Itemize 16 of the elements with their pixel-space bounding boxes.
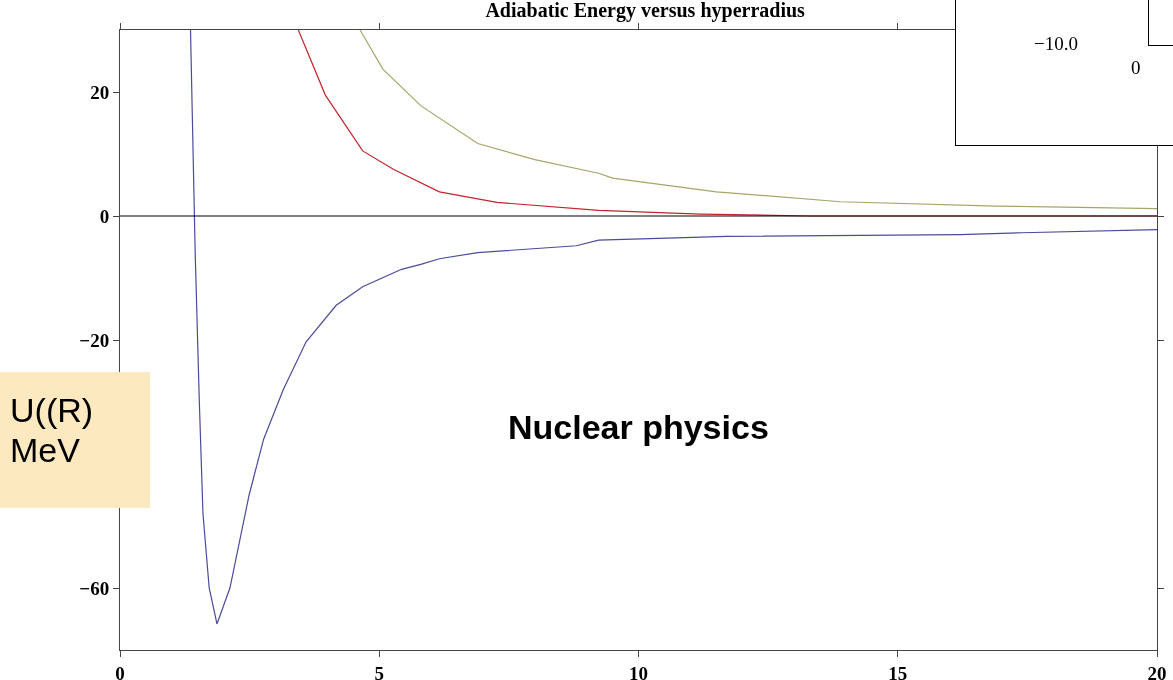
y-tick-label: −20 xyxy=(79,329,110,351)
chart-title: Adiabatic Energy versus hyperradius xyxy=(485,0,806,23)
annotation: 0 xyxy=(1131,57,1141,79)
y-axis-title: U((R) MeV xyxy=(0,372,150,508)
annotation: −10.0 xyxy=(1034,33,1078,55)
y-tick-label: −60 xyxy=(79,577,110,599)
x-tick-label: 5 xyxy=(374,662,384,680)
x-tick-label: 10 xyxy=(629,662,648,680)
annotation: Nuclear physics xyxy=(508,408,769,446)
x-tick-label: 15 xyxy=(888,662,908,680)
y-tick-label: 0 xyxy=(99,205,110,227)
x-tick-label: 20 xyxy=(1147,662,1167,680)
y-tick-label: 20 xyxy=(90,81,110,103)
x-tick-label: 0 xyxy=(115,662,125,680)
inset-panel: −10.0 0 xyxy=(955,0,1173,146)
line-series xyxy=(189,30,1157,625)
